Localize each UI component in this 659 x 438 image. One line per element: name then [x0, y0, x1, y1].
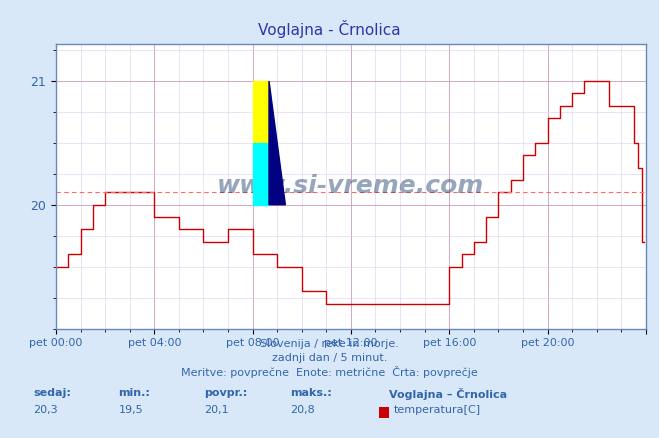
Text: 19,5: 19,5: [119, 405, 143, 415]
Bar: [252, 143, 269, 205]
Text: 20,3: 20,3: [33, 405, 57, 415]
Bar: [252, 81, 269, 143]
Text: min.:: min.:: [119, 388, 150, 398]
Text: www.si-vreme.com: www.si-vreme.com: [217, 174, 484, 198]
Text: povpr.:: povpr.:: [204, 388, 248, 398]
Text: 20,1: 20,1: [204, 405, 229, 415]
Text: Slovenija / reke in morje.: Slovenija / reke in morje.: [260, 339, 399, 350]
Text: zadnji dan / 5 minut.: zadnji dan / 5 minut.: [272, 353, 387, 363]
Text: sedaj:: sedaj:: [33, 388, 71, 398]
Text: Meritve: povprečne  Enote: metrične  Črta: povprečje: Meritve: povprečne Enote: metrične Črta:…: [181, 366, 478, 378]
Text: Voglajna - Črnolica: Voglajna - Črnolica: [258, 20, 401, 38]
Text: 20,8: 20,8: [290, 405, 315, 415]
Text: Voglajna – Črnolica: Voglajna – Črnolica: [389, 388, 507, 399]
Polygon shape: [269, 81, 285, 205]
Text: temperatura[C]: temperatura[C]: [394, 405, 481, 415]
Text: maks.:: maks.:: [290, 388, 331, 398]
